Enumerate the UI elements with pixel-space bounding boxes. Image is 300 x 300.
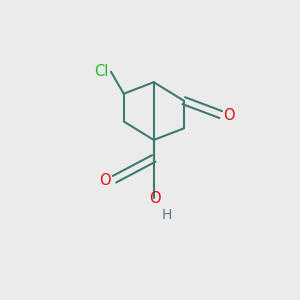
- Text: O: O: [223, 108, 235, 123]
- Text: Cl: Cl: [94, 64, 109, 79]
- Text: H: H: [162, 208, 172, 222]
- Text: O: O: [99, 173, 111, 188]
- Text: O: O: [149, 191, 161, 206]
